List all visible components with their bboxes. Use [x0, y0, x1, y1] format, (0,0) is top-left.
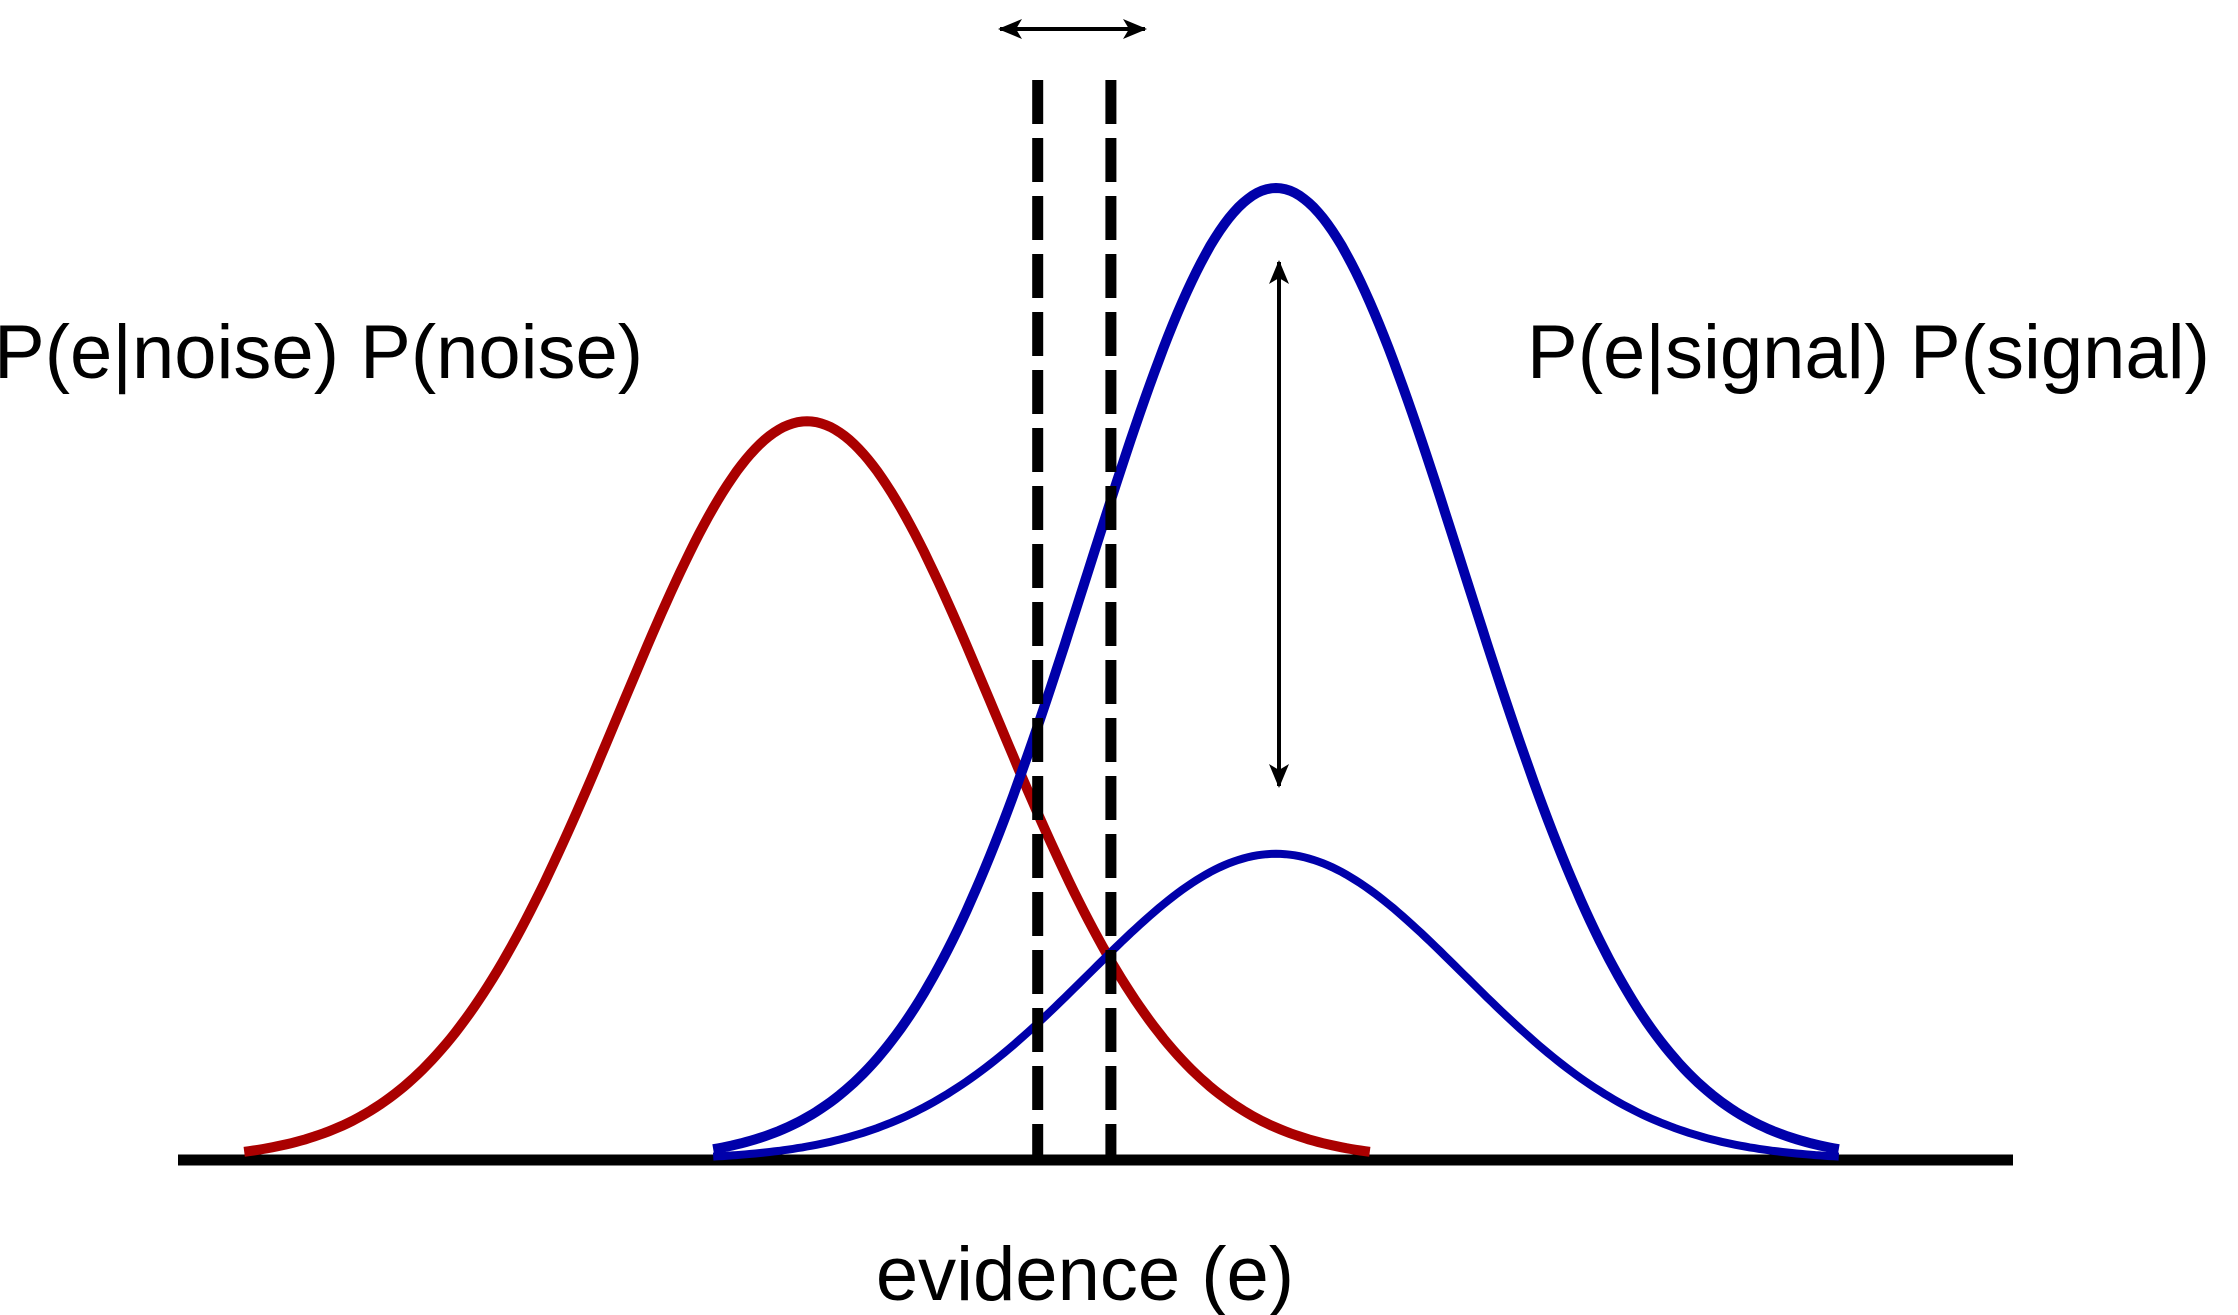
signal-distribution-high-prior-curve: [712, 182, 1840, 1155]
signal-curve-label: P(e|signal) P(signal): [1527, 310, 2210, 395]
noise-distribution-curve: [243, 416, 1371, 1157]
signal-distribution-low-prior-curve: [712, 849, 1840, 1161]
noise-curve-label: P(e|noise) P(noise): [0, 310, 643, 395]
x-axis-label: evidence (e): [876, 1232, 1294, 1315]
